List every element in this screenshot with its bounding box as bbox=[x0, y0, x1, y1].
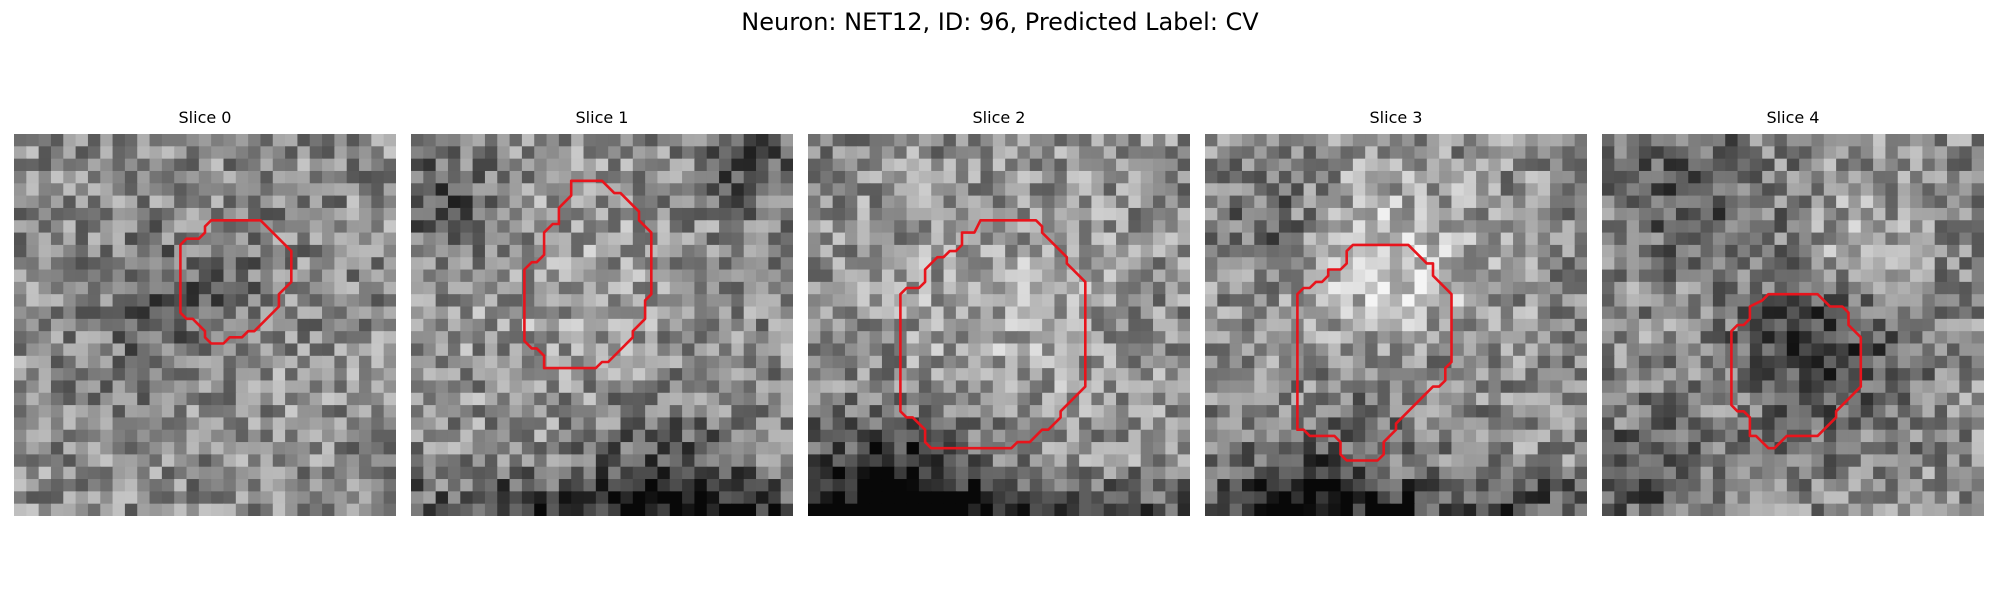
slice-image-svg bbox=[1205, 134, 1587, 516]
slice-panel-4: Slice 4 bbox=[1602, 108, 1984, 522]
slice-image bbox=[1205, 134, 1587, 516]
slice-image-svg bbox=[1602, 134, 1984, 516]
slice-image bbox=[14, 134, 396, 516]
slice-panel-1: Slice 1 bbox=[411, 108, 793, 522]
slice-image bbox=[1602, 134, 1984, 516]
segmentation-contour bbox=[523, 179, 653, 370]
segmentation-contour bbox=[1296, 243, 1453, 462]
slice-panel-3: Slice 3 bbox=[1205, 108, 1587, 522]
slice-title: Slice 2 bbox=[972, 108, 1026, 127]
slice-image bbox=[808, 134, 1190, 516]
slice-image-svg bbox=[808, 134, 1190, 516]
slice-panel-0: Slice 0 bbox=[14, 108, 396, 522]
slice-image-svg bbox=[14, 134, 396, 516]
slice-image bbox=[411, 134, 793, 516]
figure-title: Neuron: NET12, ID: 96, Predicted Label: … bbox=[741, 8, 1259, 36]
slice-title: Slice 0 bbox=[178, 108, 232, 127]
segmentation-contour bbox=[179, 219, 293, 345]
slice-panel-2: Slice 2 bbox=[808, 108, 1190, 522]
slice-title: Slice 1 bbox=[575, 108, 629, 127]
segmentation-contour bbox=[899, 219, 1087, 450]
slice-title: Slice 4 bbox=[1766, 108, 1820, 127]
segmentation-contour bbox=[1730, 292, 1863, 450]
slice-title: Slice 3 bbox=[1369, 108, 1423, 127]
slice-image-svg bbox=[411, 134, 793, 516]
